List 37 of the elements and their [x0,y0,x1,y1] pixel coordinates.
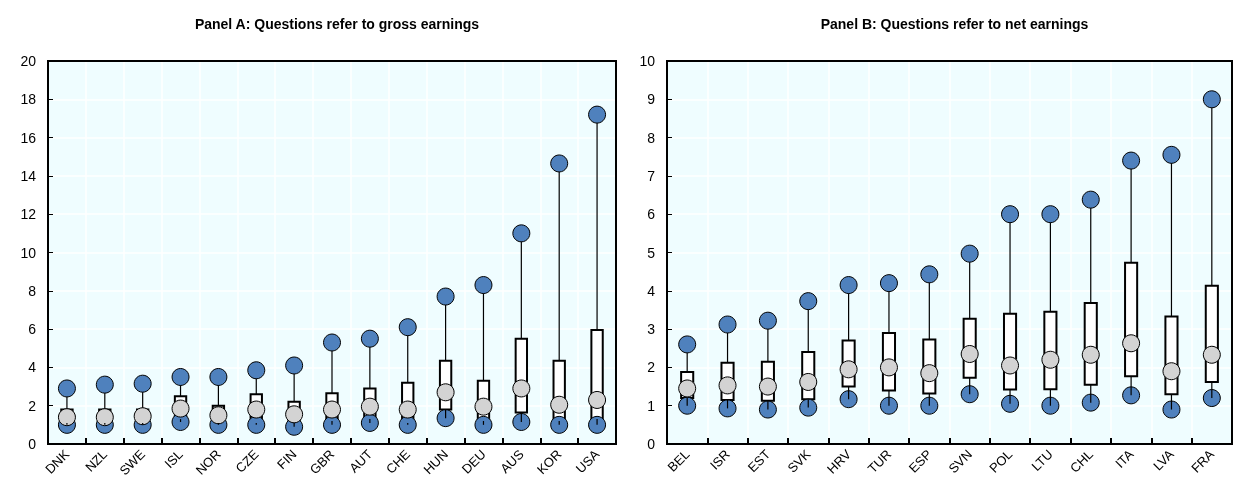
y-tick-label: 6 [28,321,37,338]
y-tick-label: 0 [647,436,656,452]
y-tick-label: 3 [647,321,656,338]
x-tick-label: ITA [1112,446,1137,471]
y-tick-label: 5 [647,244,656,261]
y-tick-label: 9 [647,91,656,108]
y-tick-label: 2 [28,397,37,414]
y-tick-label: 4 [647,282,656,299]
x-tick-label: USA [572,446,603,477]
x-tick-label: LVA [1150,446,1177,474]
x-tick-label: ISR [706,446,733,473]
x-tick-label: POL [986,446,1016,476]
y-tick-label: 4 [28,359,37,376]
y-tick-label: 0 [28,436,37,452]
y-tick-label: 10 [639,53,656,69]
y-tick-label: 8 [647,129,656,146]
x-tick-label: LTU [1028,446,1056,474]
x-tick-label: FRA [1188,446,1218,476]
y-tick-label: 2 [647,359,656,376]
chart-title: Panel B: Questions refer to net earnings [820,16,1089,32]
y-tick-label: 20 [20,53,37,69]
y-tick-label: 10 [20,244,37,261]
x-tick-label: NZL [82,446,111,475]
x-tick-label: TUR [864,446,895,477]
y-tick-label: 14 [20,167,37,184]
y-tick-label: 8 [28,282,37,299]
y-tick-label: 7 [647,167,656,184]
x-tick-label: FIN [274,446,300,473]
y-tick-label: 12 [20,206,37,223]
x-tick-label: BEL [664,446,693,475]
x-tick-label: ISL [161,446,186,472]
y-tick-label: 6 [647,206,656,223]
y-tick-label: 16 [20,129,37,146]
y-tick-label: 18 [20,91,37,108]
chart-title: Panel A: Questions refer to gross earnings [194,16,480,32]
x-tick-label: CHL [1067,446,1097,476]
y-tick-label: 1 [647,397,656,414]
